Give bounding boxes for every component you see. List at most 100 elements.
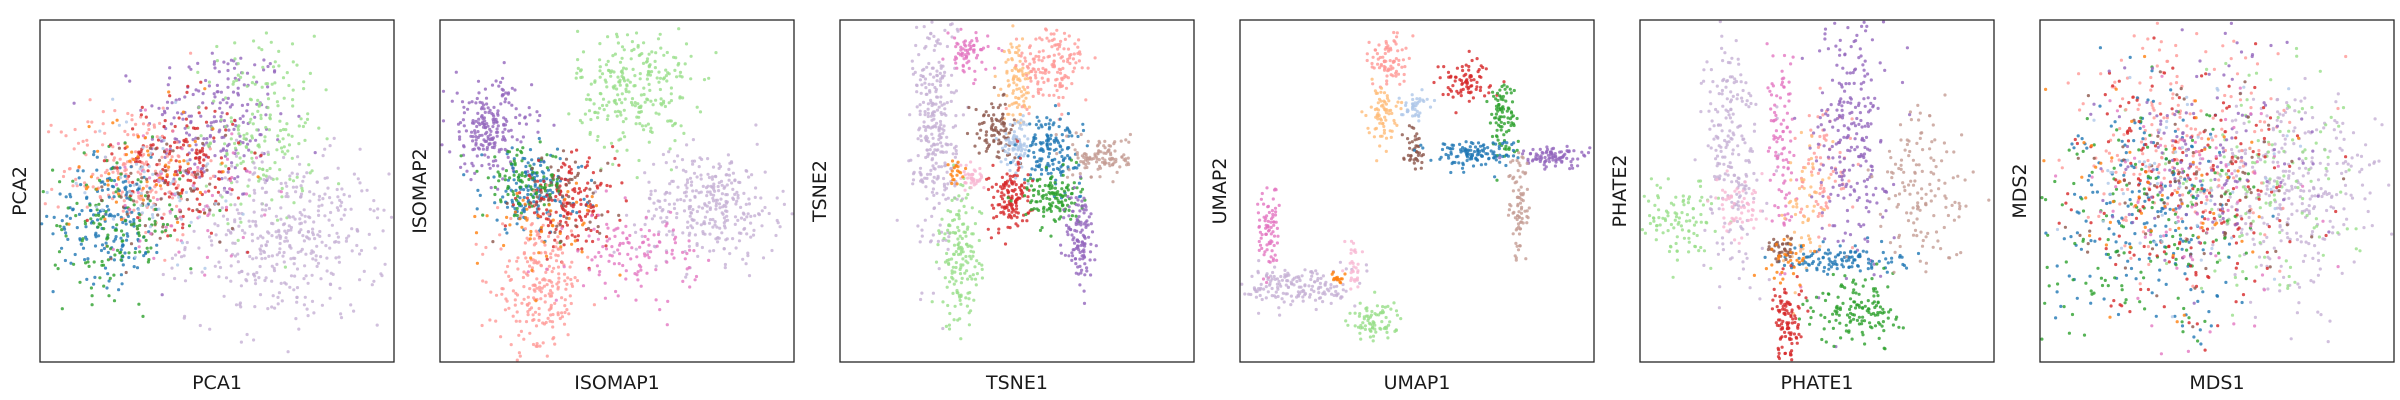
scatter-point: [654, 51, 658, 55]
scatter-point: [51, 232, 55, 236]
scatter-point: [1019, 123, 1023, 127]
scatter-point: [933, 44, 937, 48]
scatter-point: [222, 119, 226, 123]
scatter-point: [540, 156, 544, 160]
scatter-point: [997, 227, 1001, 231]
scatter-point: [654, 207, 658, 211]
scatter-point: [1075, 151, 1079, 155]
scatter-point: [1020, 105, 1024, 109]
scatter-point: [205, 255, 209, 259]
scatter-point: [1060, 84, 1065, 88]
scatter-point: [1009, 128, 1013, 132]
scatter-point: [549, 221, 553, 225]
scatter-point: [1075, 217, 1079, 221]
scatter-point: [128, 159, 132, 163]
scatter-point: [586, 181, 590, 185]
scatter-point: [198, 323, 202, 328]
scatter-point: [148, 146, 152, 150]
scatter-point: [233, 177, 237, 181]
scatter-point: [330, 201, 334, 205]
scatter-point: [616, 294, 620, 298]
scatter-point: [983, 139, 987, 143]
scatter-point: [274, 230, 278, 234]
scatter-point: [610, 245, 614, 249]
scatter-point: [175, 173, 179, 177]
scatter-point: [220, 161, 224, 165]
scatter-point: [930, 20, 934, 24]
scatter-point: [202, 137, 206, 141]
scatter-point: [279, 146, 284, 150]
scatter-point: [972, 43, 976, 48]
scatter-point: [250, 156, 254, 160]
scatter-point: [673, 121, 678, 125]
scatter-point: [229, 279, 233, 283]
scatter-point: [1093, 258, 1097, 262]
scatter-point: [1039, 142, 1043, 146]
scatter-point: [305, 117, 310, 121]
scatter-point: [200, 174, 204, 178]
scatter-point: [528, 205, 532, 209]
scatter-point: [1082, 208, 1086, 212]
scatter-point: [243, 231, 247, 235]
scatter-point: [629, 57, 633, 61]
scatter-point: [174, 186, 178, 190]
scatter-point: [205, 137, 209, 141]
scatter-point: [138, 213, 142, 217]
scatter-point: [91, 185, 95, 189]
scatter-point: [308, 71, 312, 75]
scatter-point: [358, 278, 362, 282]
scatter-point: [931, 66, 935, 70]
scatter-point: [579, 202, 583, 206]
scatter-point: [160, 216, 164, 220]
scatter-point: [486, 106, 490, 110]
scatter-point: [133, 255, 137, 259]
scatter-point: [551, 312, 555, 317]
scatter-point: [474, 119, 478, 123]
scatter-point: [270, 82, 274, 86]
scatter-point: [918, 166, 923, 170]
scatter-point: [568, 265, 572, 269]
scatter-point: [100, 259, 104, 264]
scatter-point: [279, 190, 283, 194]
scatter-point: [618, 252, 622, 256]
scatter-point: [718, 164, 723, 169]
scatter-point: [963, 230, 968, 234]
scatter-point: [1082, 155, 1086, 159]
scatter-point: [564, 183, 569, 187]
scatter-point: [932, 113, 936, 118]
scatter-point: [555, 183, 559, 187]
scatter-point: [345, 236, 349, 240]
scatter-point: [51, 290, 55, 294]
scatter-point: [174, 100, 178, 104]
scatter-point: [585, 164, 589, 168]
scatter-point: [1077, 38, 1081, 42]
scatter-point: [205, 168, 209, 172]
scatter-point: [168, 94, 172, 98]
scatter-point: [245, 84, 249, 88]
scatter-point: [236, 175, 240, 179]
scatter-point: [986, 227, 990, 231]
scatter-point: [946, 196, 950, 200]
scatter-point: [635, 176, 639, 180]
scatter-point: [539, 290, 544, 294]
scatter-point: [308, 199, 312, 203]
scatter-point: [667, 202, 672, 206]
scatter-point: [275, 148, 279, 152]
scatter-point: [217, 170, 221, 174]
scatter-point: [235, 208, 239, 212]
scatter-point: [74, 177, 78, 181]
scatter-point: [530, 266, 535, 270]
scatter-point: [1037, 192, 1041, 196]
scatter-point: [1084, 98, 1088, 102]
scatter-point: [957, 209, 961, 213]
scatter-point: [953, 184, 957, 188]
scatter-point: [605, 117, 610, 121]
scatter-point: [731, 237, 735, 241]
scatter-point: [684, 275, 688, 279]
scatter-point: [184, 190, 188, 194]
scatter-point: [504, 97, 508, 101]
scatter-point: [612, 99, 616, 103]
scatter-point: [515, 198, 519, 202]
scatter-point: [581, 50, 586, 54]
scatter-point: [549, 303, 553, 307]
